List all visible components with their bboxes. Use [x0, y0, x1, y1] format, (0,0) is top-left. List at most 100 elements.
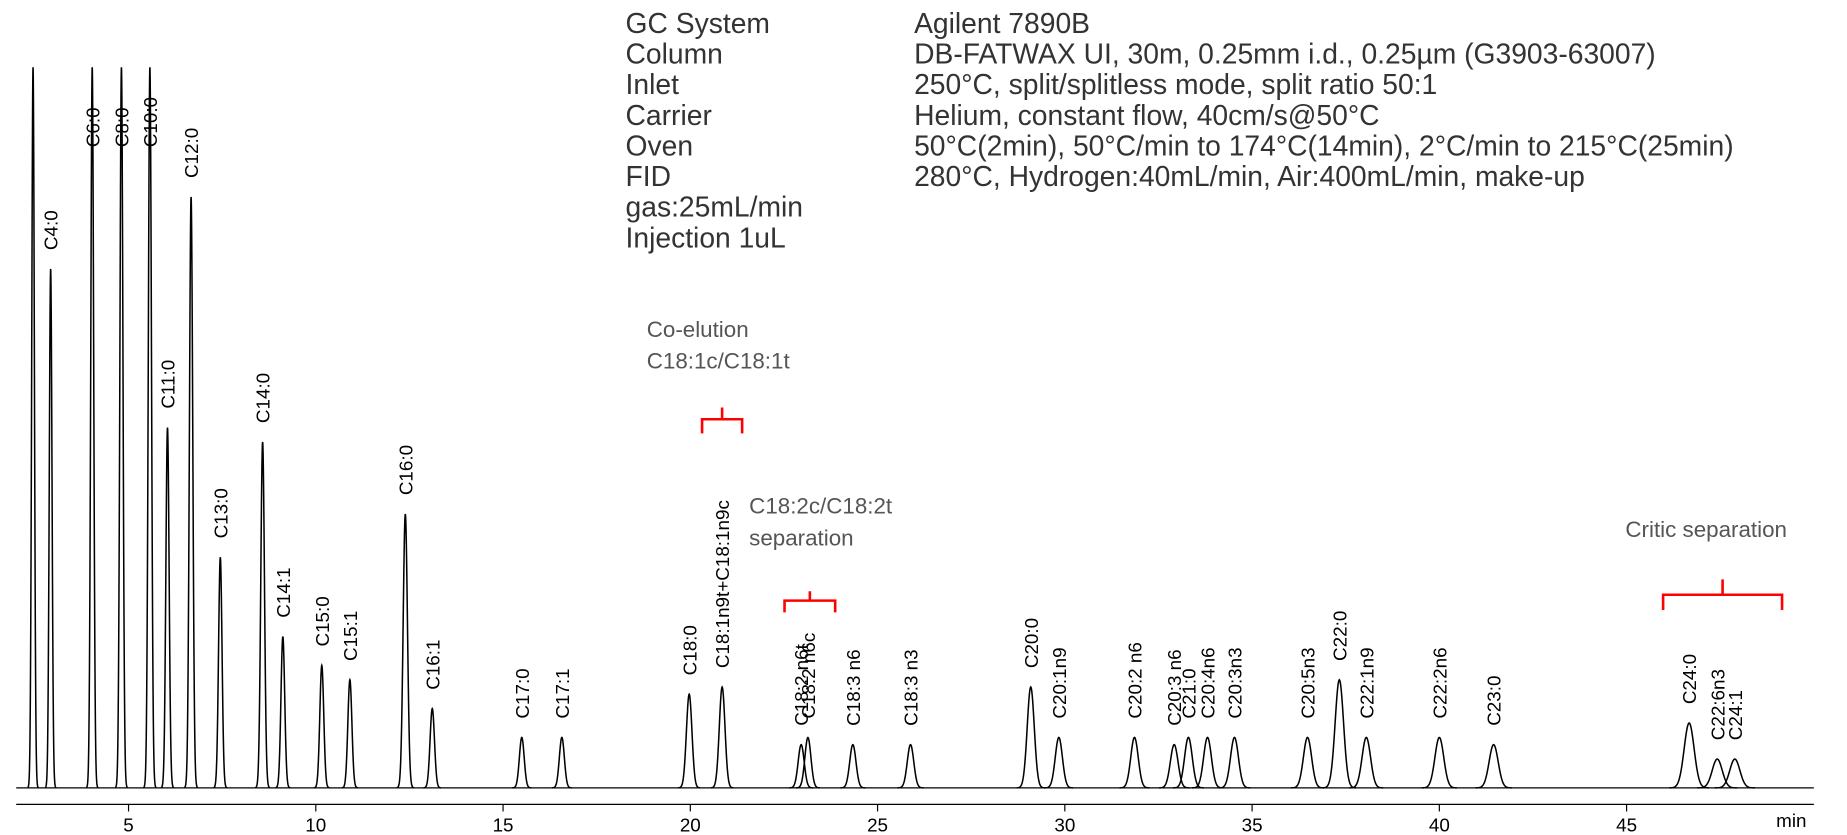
peak-label: C18:3 n3: [901, 649, 922, 725]
peak-label: C16:1: [422, 640, 443, 690]
peak: [313, 662, 330, 789]
peak: [897, 743, 924, 789]
x-tick-label: 25: [867, 814, 888, 835]
info-value: 280°C, Hydrogen:40mL/min, Air:400mL/min,…: [914, 160, 1585, 192]
peak-label: C18:0: [679, 625, 700, 675]
peak-label: C17:0: [512, 668, 533, 718]
annotation: separation: [749, 525, 853, 550]
info-value: Agilent 7890B: [914, 7, 1090, 39]
x-tick-label: 5: [123, 814, 133, 835]
peak-label: C17:1: [552, 668, 573, 718]
peak-label: C20:2 n6: [1125, 642, 1146, 718]
peak: [710, 685, 734, 789]
peak: [85, 67, 99, 789]
annotation: C18:2c/C18:2t: [749, 493, 893, 518]
peak-label: C20:3 n6: [1164, 649, 1185, 725]
brace: [700, 407, 744, 434]
peak: [1714, 758, 1756, 789]
peak-label: C14:0: [253, 373, 274, 423]
peak-label: C21:0: [1178, 668, 1199, 718]
peak-label: C10:0: [140, 97, 161, 147]
info-label: gas:25mL/min: [626, 191, 803, 223]
info-label: Carrier: [626, 99, 712, 131]
peak-label: C6:0: [82, 107, 103, 147]
peak: [1697, 758, 1738, 789]
brace: [783, 591, 837, 613]
info-value: 50°C(2min), 50°C/min to 174°C(14min), 2°…: [914, 129, 1734, 161]
peak-label: C18:1n9t+C18:1n9c: [712, 500, 733, 668]
peak: [1158, 743, 1190, 789]
x-tick-label: 15: [493, 814, 514, 835]
x-tick-label: 45: [1616, 814, 1637, 835]
info-value: 250°C, split/splitless mode, split ratio…: [914, 68, 1437, 100]
x-tick-label: 30: [1054, 814, 1075, 835]
peak: [1290, 736, 1325, 789]
info-value: DB-FATWAX UI, 30m, 0.25mm i.d., 0.25µm (…: [914, 38, 1656, 70]
peak-label: C18:2 n6t: [791, 643, 812, 725]
peak: [114, 67, 128, 789]
info-label: Column: [626, 38, 723, 70]
peak: [143, 67, 157, 789]
peak: [789, 743, 814, 789]
peak: [396, 513, 415, 789]
peak: [1349, 736, 1384, 789]
peak: [423, 707, 442, 789]
x-tick-label: 40: [1429, 814, 1450, 835]
peak-label: C20:5n3: [1298, 647, 1319, 718]
peak: [341, 677, 359, 789]
peak-label: C11:0: [158, 360, 179, 409]
peak: [1172, 736, 1204, 789]
peak: [213, 557, 228, 789]
peak-label: C20:3n3: [1225, 647, 1246, 718]
peak: [840, 743, 866, 789]
peak: [1218, 736, 1251, 789]
peaks: [27, 67, 1756, 789]
peak: [551, 736, 572, 789]
annotation: C18:1c/C18:1t: [647, 349, 791, 374]
info-label: Oven: [626, 129, 694, 161]
peak: [1669, 722, 1710, 789]
peak-label: C20:0: [1021, 618, 1042, 668]
info-label: Injection 1uL: [626, 221, 786, 253]
peak: [1119, 736, 1150, 789]
peak: [512, 736, 532, 789]
peak-label: C22:0: [1329, 611, 1350, 661]
x-tick-label: 10: [305, 814, 326, 835]
peak: [678, 692, 701, 789]
peak-label: C20:4n6: [1198, 647, 1219, 718]
peak-label: C22:2n6: [1429, 647, 1450, 718]
peak-label: C15:1: [340, 611, 361, 661]
peak-label: C16:0: [395, 445, 416, 495]
peak-label: C22:1n9: [1356, 647, 1377, 718]
peak: [44, 268, 57, 789]
peak: [1016, 685, 1045, 789]
peak-label: C22:6n3: [1707, 669, 1728, 740]
peak: [1421, 736, 1458, 789]
info-label: Inlet: [626, 68, 680, 100]
peak-label: C14:1: [273, 567, 294, 617]
peak-label: C8:0: [111, 107, 132, 147]
x-tick-label: 35: [1242, 814, 1263, 835]
brace: [1661, 579, 1784, 611]
peak: [1191, 736, 1224, 789]
peak: [27, 67, 39, 789]
peak: [1475, 743, 1512, 789]
info-label: GC System: [626, 7, 770, 39]
peak-label: C15:0: [312, 596, 333, 646]
peak-label: C12:0: [181, 128, 202, 178]
peak: [795, 736, 821, 789]
peak: [160, 427, 175, 789]
peak-label: C20:1n9: [1049, 647, 1070, 718]
peak: [255, 441, 271, 789]
peak-label: C18:2 n6c: [798, 633, 819, 719]
info-label: FID: [626, 160, 672, 192]
peak-label: C13:0: [210, 488, 231, 538]
info-value: Helium, constant flow, 40cm/s@50°C: [914, 99, 1379, 131]
peak-label: C24:0: [1679, 654, 1700, 704]
peak-label: C4:0: [41, 210, 62, 250]
peak: [275, 636, 291, 789]
peak: [184, 196, 199, 789]
peak: [1322, 678, 1357, 789]
